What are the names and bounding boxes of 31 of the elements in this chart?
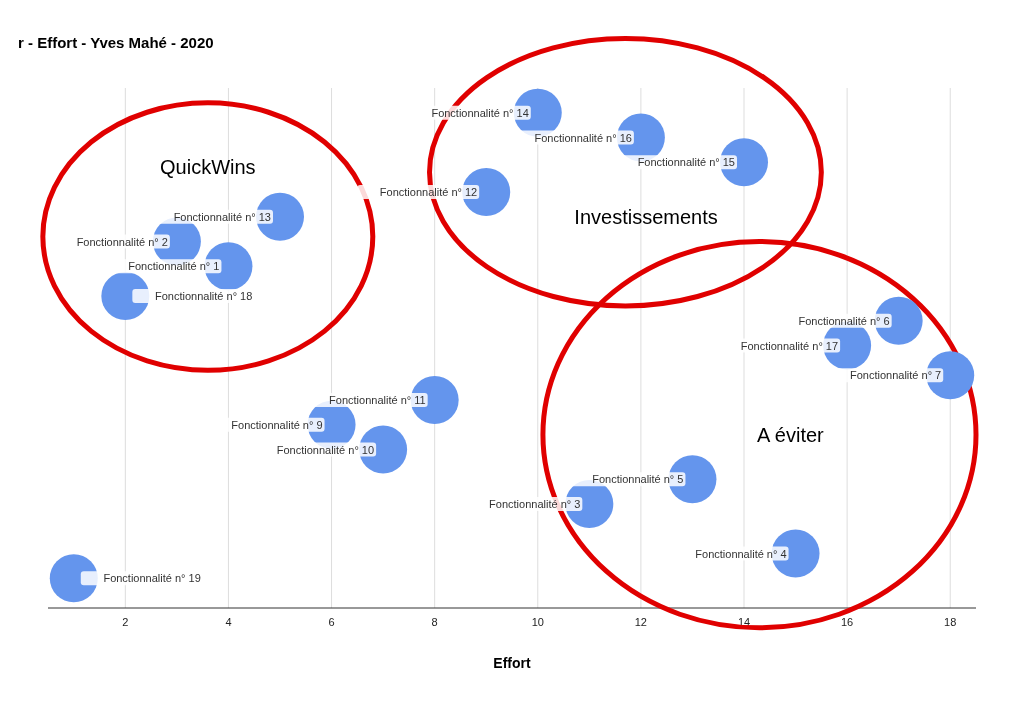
annotation: QuickWins xyxy=(160,156,256,179)
x-tick-label: 12 xyxy=(634,616,648,628)
annotation: Fonctionnalité n° 3 xyxy=(489,498,581,510)
annotation: Fonctionnalité n° 16 xyxy=(534,131,632,144)
annotation: Fonctionnalité n° 2 xyxy=(76,235,168,248)
x-tick-label: 8 xyxy=(431,616,438,628)
x-tick-label: 16 xyxy=(840,616,854,628)
x-tick-label: 4 xyxy=(225,616,232,628)
chart-title: r - Effort - Yves Mahé - 2020 xyxy=(18,34,214,51)
annotation: Fonctionnalité n° 18 xyxy=(154,290,253,302)
annotation: Fonctionnalité n° 19 xyxy=(103,572,201,585)
annotation: Fonctionnalité n° 1 xyxy=(128,260,220,273)
annotation: Investissements xyxy=(574,205,718,228)
annotation: A éviter xyxy=(757,423,825,446)
annotation: Fonctionnalité n° 11 xyxy=(329,394,426,406)
annotation: Fonctionnalité n° 6 xyxy=(798,314,890,327)
annotation: Fonctionnalité n° 7 xyxy=(849,369,942,382)
x-tick-label: 6 xyxy=(328,616,335,628)
annotation: Fonctionnalité n° 4 xyxy=(695,547,787,560)
annotation: Fonctionnalité n° 14 xyxy=(431,106,529,119)
annotation: Fonctionnalité n° 5 xyxy=(592,473,684,486)
annotation: Fonctionnalité n° 10 xyxy=(276,443,375,456)
x-tick-label: 2 xyxy=(122,616,129,628)
annotation: Fonctionnalité n° 12 xyxy=(379,186,478,198)
x-axis-title: Effort xyxy=(493,655,531,671)
x-tick-label: 18 xyxy=(944,616,957,628)
annotation: Fonctionnalité n° 17 xyxy=(740,339,839,352)
x-tick-label: 10 xyxy=(531,616,544,628)
annotation: Fonctionnalité n° 9 xyxy=(231,418,323,431)
annotation: Fonctionnalité n° 13 xyxy=(173,210,271,223)
annotation: Fonctionnalité n° 15 xyxy=(637,156,735,169)
